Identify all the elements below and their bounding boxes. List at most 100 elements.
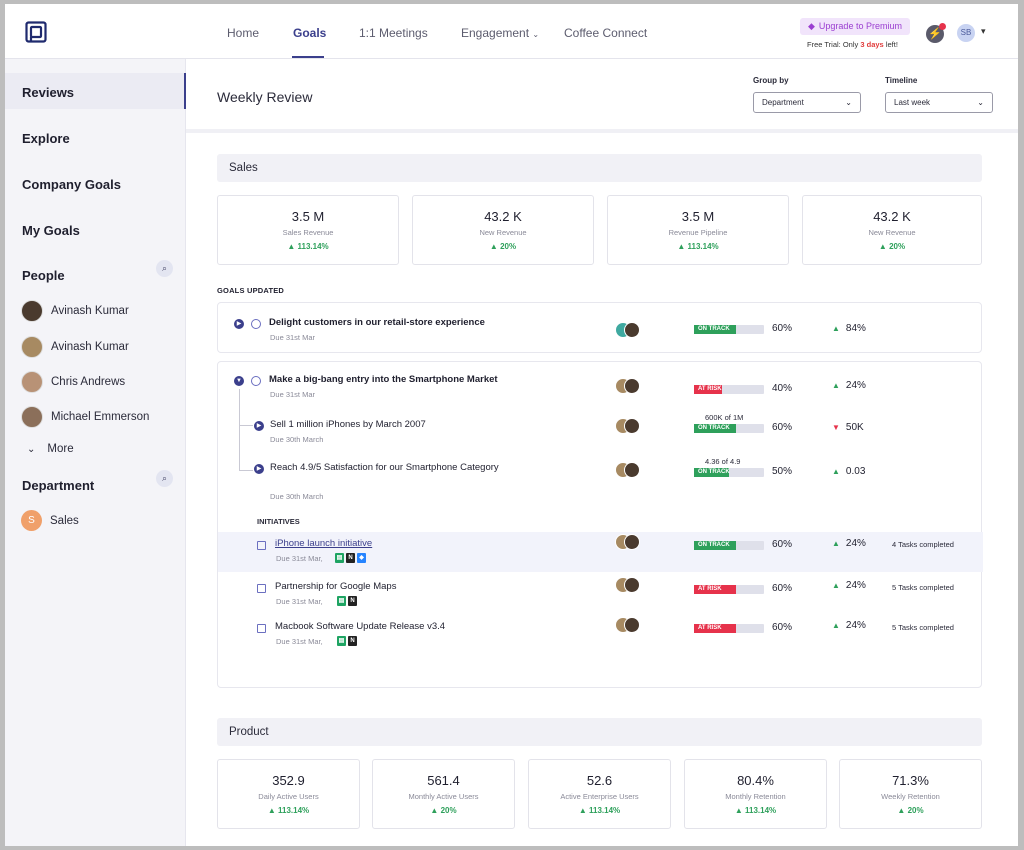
expand-arrow-icon[interactable]: ▶	[234, 319, 244, 329]
initiative-icon	[257, 541, 266, 550]
sidebar-active-highlight	[5, 73, 186, 109]
department-search-icon[interactable]: ⌕	[156, 470, 173, 487]
nav-engagement[interactable]: Engagement ⌄	[461, 26, 539, 40]
status-badge: ON TRACK	[694, 541, 736, 550]
sidebar-item-my-goals[interactable]: My Goals	[22, 223, 80, 238]
sub-goal-due-date: Due 30th March	[270, 492, 324, 501]
timeline-select[interactable]: Last week ⌄	[885, 92, 993, 113]
user-menu-chevron-icon[interactable]: ▾	[981, 26, 986, 36]
metric-value: 80.4%	[737, 773, 774, 788]
goal-title[interactable]: Make a big-bang entry into the Smartphon…	[269, 374, 498, 385]
upgrade-premium-button[interactable]: ◆ Upgrade to Premium	[800, 18, 910, 35]
trial-days: 3 days	[860, 40, 884, 49]
collapse-arrow-icon[interactable]: ▼	[234, 376, 244, 386]
triangle-up-icon: ▲	[578, 806, 589, 815]
sheets-icon: ▤	[337, 636, 346, 646]
avatar	[21, 300, 43, 322]
initiative-title[interactable]: iPhone launch initiative	[275, 538, 373, 549]
metric-value: 561.4	[427, 773, 460, 788]
metric-value: 3.5 M	[291, 209, 325, 224]
triangle-up-icon: ▲	[677, 242, 688, 251]
sidebar-item-explore[interactable]: Explore	[22, 131, 70, 146]
notifications-bolt-icon[interactable]: ⚡	[926, 23, 946, 43]
nav-meetings[interactable]: 1:1 Meetings	[359, 26, 428, 40]
metric-change-value: 113.14%	[278, 806, 310, 815]
trial-prefix: Free Trial: Only	[807, 40, 859, 49]
sub-goal-title[interactable]: Reach 4.9/5 Satisfaction for our Smartph…	[270, 462, 499, 473]
row-highlight	[218, 532, 983, 572]
trial-suffix: left!	[885, 40, 898, 49]
sub-goal-due-date: Due 30th March	[270, 435, 324, 444]
change-value: ▲ 84%	[832, 323, 866, 334]
metric-value: 352.9	[272, 773, 305, 788]
sidebar-item-reviews[interactable]: Reviews	[22, 85, 75, 100]
metric-change-value: 20%	[440, 806, 457, 815]
goal-row[interactable]: ▶ Delight customers in our retail-store …	[218, 309, 983, 349]
triangle-up-icon: ▲	[430, 806, 441, 815]
sidebar-item-company-goals[interactable]: Company Goals	[22, 177, 121, 192]
progress-percent: 50%	[772, 466, 793, 477]
progress-percent: 60%	[772, 539, 793, 550]
goal-title[interactable]: Delight customers in our retail-store ex…	[269, 317, 485, 328]
group-by-select[interactable]: Department ⌄	[753, 92, 861, 113]
expand-arrow-icon[interactable]: ▶	[254, 464, 264, 474]
metric-card: 43.2 K New Revenue ▲ 20%	[412, 195, 594, 265]
sub-goal-row[interactable]: ▶ Reach 4.9/5 Satisfaction for our Smart…	[218, 454, 983, 501]
product-section-header: Product	[217, 718, 982, 746]
metric-card: 352.9 Daily Active Users ▲ 113.14%	[217, 759, 360, 829]
tasks-completed: 5 Tasks completed	[892, 623, 954, 632]
metric-label: Sales Revenue	[282, 228, 334, 237]
change-value-text: 24%	[845, 380, 866, 391]
initiative-title[interactable]: Macbook Software Update Release v3.4	[275, 621, 446, 632]
metric-change-value: 20%	[907, 806, 924, 815]
initiative-row[interactable]: Macbook Software Update Release v3.4 Due…	[218, 615, 983, 655]
initiative-row[interactable]: Partnership for Google Maps Due 31st Mar…	[218, 575, 983, 615]
user-avatar[interactable]: SB	[957, 24, 975, 42]
change-value-text: 24%	[845, 580, 866, 591]
progress-bar: AT RISK	[694, 385, 764, 394]
triangle-up-icon: ▲	[734, 806, 745, 815]
trial-notice: Free Trial: Only 3 days left!	[807, 40, 898, 49]
nav-goals[interactable]: Goals	[293, 26, 327, 40]
app-logo-icon[interactable]	[25, 21, 47, 43]
goal-row[interactable]: ▼ Make a big-bang entry into the Smartph…	[218, 366, 983, 406]
show-more-people[interactable]: ⌄ More	[27, 443, 74, 455]
triangle-up-icon: ▲	[832, 324, 840, 333]
department-sales-item[interactable]: Sales	[50, 515, 79, 527]
nav-home[interactable]: Home	[227, 26, 260, 40]
metric-card: 561.4 Monthly Active Users ▲ 20%	[372, 759, 515, 829]
initiative-icon	[257, 584, 266, 593]
metric-change: ▲ 20%	[373, 806, 514, 815]
metric-change-value: 113.14%	[297, 242, 329, 251]
nav-coffee-connect[interactable]: Coffee Connect	[564, 26, 648, 40]
metric-change-value: 20%	[889, 242, 906, 251]
triangle-up-icon: ▲	[267, 806, 278, 815]
person-name: Michael Emmerson	[51, 411, 150, 423]
jira-icon: ◆	[357, 553, 366, 563]
page-title: Weekly Review	[217, 89, 313, 105]
person-name: Chris Andrews	[51, 376, 126, 388]
metric-change: ▲ 20%	[840, 806, 981, 815]
owner-avatars	[615, 617, 643, 633]
triangle-up-icon: ▲	[832, 581, 840, 590]
change-value-text: 24%	[845, 538, 866, 549]
sub-goal-row[interactable]: ▶ Sell 1 million iPhones by March 2007 D…	[218, 410, 983, 450]
initiative-due-date: Due 31st Mar,	[276, 554, 323, 563]
initiative-title[interactable]: Partnership for Google Maps	[275, 581, 397, 592]
progress-percent: 60%	[772, 422, 793, 433]
integration-icons: ▤ N	[337, 636, 359, 646]
expand-arrow-icon[interactable]: ▶	[254, 421, 264, 431]
triangle-up-icon: ▲	[832, 381, 840, 390]
initiative-row[interactable]: iPhone launch initiative Due 31st Mar, ▤…	[218, 532, 983, 572]
progress-bar: ON TRACK	[694, 325, 764, 334]
progress-percent: 40%	[772, 383, 793, 394]
goal-card: ▶ Delight customers in our retail-store …	[217, 302, 982, 353]
goals-updated-label: GOALS UPDATED	[217, 286, 285, 295]
chevron-down-icon: ⌄	[27, 444, 36, 455]
sub-goal-title[interactable]: Sell 1 million iPhones by March 2007	[270, 419, 426, 430]
chevron-down-icon: ⌄	[977, 98, 984, 107]
people-search-icon[interactable]: ⌕	[156, 260, 173, 277]
goal-target-icon	[251, 319, 261, 329]
metric-change: ▲ 113.14%	[529, 806, 670, 815]
avatar	[624, 534, 640, 550]
